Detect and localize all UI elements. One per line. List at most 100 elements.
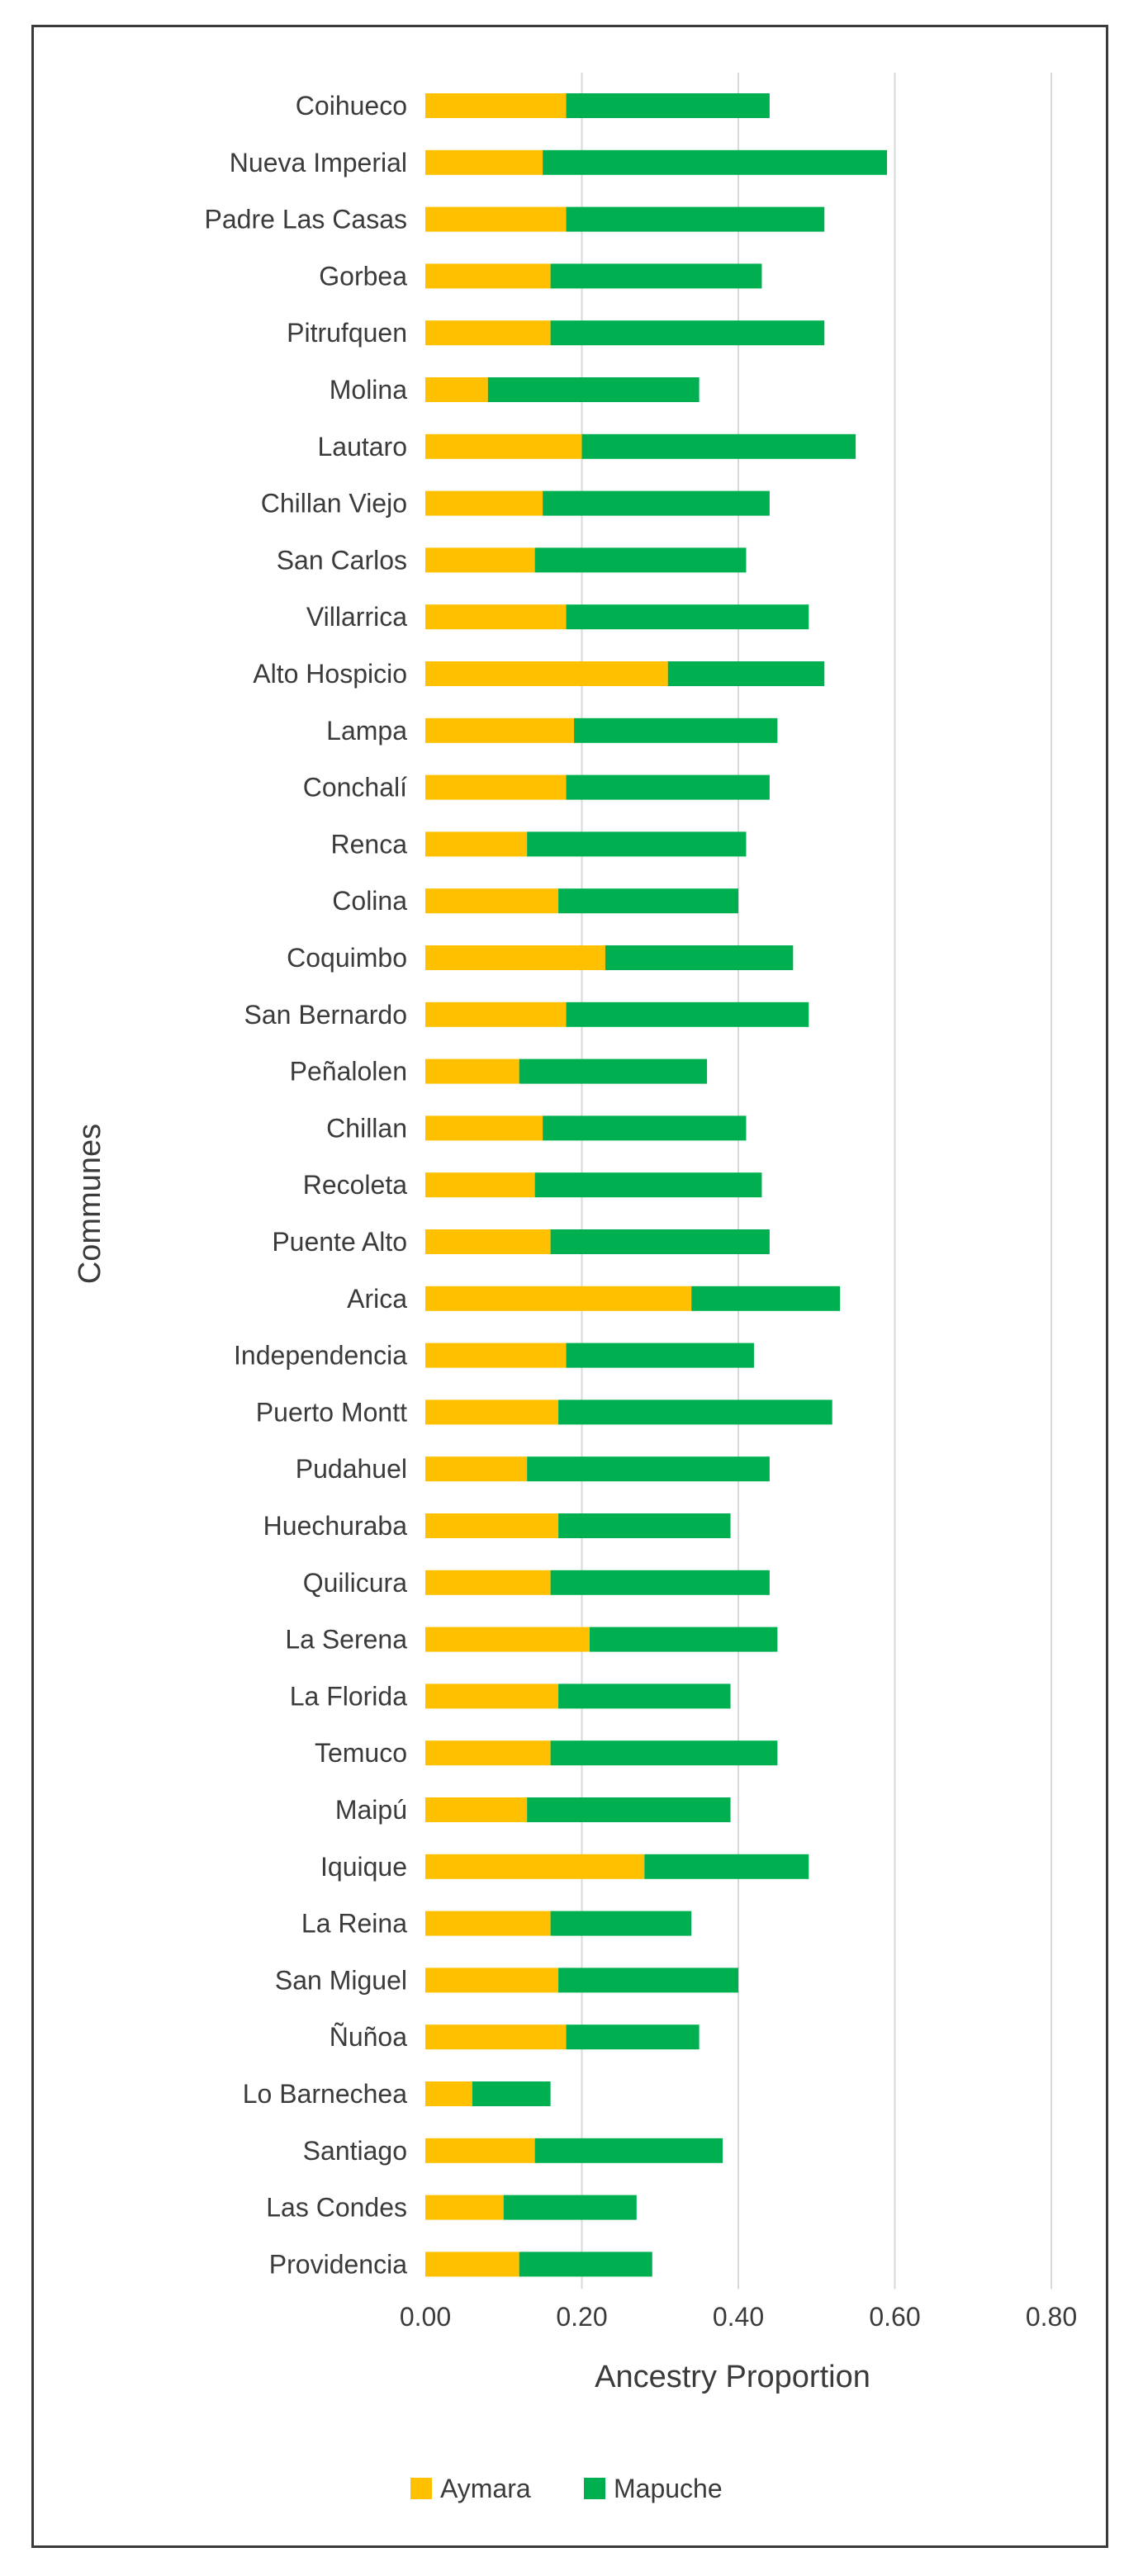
- x-tick-label: 0.40: [713, 2302, 764, 2332]
- bar-aymara: [425, 774, 567, 800]
- category-label: San Carlos: [277, 545, 407, 575]
- bar-aymara: [425, 547, 535, 573]
- x-tick-labels: 0.00 0.20 0.40 0.60 0.80: [400, 2302, 1077, 2332]
- bar-mapuche: [534, 1172, 762, 1198]
- legend-label-mapuche: Mapuche: [614, 2474, 723, 2503]
- category-label: Peñalolen: [290, 1057, 407, 1087]
- bar-aymara: [425, 831, 528, 857]
- bar-aymara: [425, 1399, 559, 1425]
- category-label: Lautaro: [317, 432, 407, 462]
- category-label: Quilicura: [303, 1568, 407, 1598]
- category-label: Chillan: [326, 1113, 407, 1143]
- category-label: Providencia: [269, 2249, 407, 2279]
- bar-mapuche: [550, 1911, 692, 1936]
- category-label: La Reina: [301, 1909, 407, 1939]
- bar-mapuche: [691, 1286, 841, 1311]
- bar-aymara: [425, 490, 543, 516]
- bar-aymara: [425, 93, 567, 118]
- bar-mapuche: [543, 149, 888, 175]
- category-label: Ñuñoa: [330, 2022, 408, 2052]
- category-label: La Florida: [290, 1681, 408, 1711]
- bar-aymara: [425, 433, 582, 459]
- category-label: Colina: [332, 886, 407, 916]
- bar-aymara: [425, 206, 567, 232]
- category-label: Molina: [330, 375, 407, 405]
- y-axis-title: Communes: [73, 1124, 107, 1284]
- category-label: Puente Alto: [272, 1227, 407, 1257]
- category-label: Coquimbo: [287, 943, 407, 973]
- category-label: Santiago: [303, 2136, 407, 2166]
- bar-mapuche: [566, 1342, 754, 1368]
- bar-mapuche: [472, 2081, 551, 2106]
- bar-mapuche: [566, 774, 770, 800]
- category-label: Lo Barnechea: [243, 2079, 407, 2109]
- category-label: Pitrufquen: [287, 318, 407, 348]
- bar-aymara: [425, 661, 668, 686]
- stacked-bar-chart: Coihueco Nueva Imperial Padre Las Casas Gor…: [73, 73, 1077, 2503]
- bar-aymara: [425, 1854, 645, 1879]
- bar-aymara: [425, 1456, 528, 1482]
- category-label: Villarrica: [306, 602, 407, 632]
- bar-aymara: [425, 1683, 559, 1709]
- chart-frame: Coihueco Nueva Imperial Padre Las Casas Gor…: [31, 25, 1108, 2548]
- legend-label-aymara: Aymara: [440, 2474, 531, 2503]
- bar-aymara: [425, 1513, 559, 1538]
- category-label: Nueva Imperial: [230, 148, 407, 178]
- bar-mapuche: [566, 206, 825, 232]
- category-label: Alto Hospicio: [253, 659, 407, 689]
- x-axis-title: Ancestry Proportion: [595, 2360, 870, 2394]
- category-label: Padre Las Casas: [205, 205, 407, 234]
- bar-mapuche: [589, 1627, 778, 1652]
- category-label: Puerto Montt: [256, 1397, 407, 1427]
- bar-mapuche: [566, 2024, 700, 2050]
- bar-mapuche: [558, 1399, 832, 1425]
- bar-mapuche: [558, 1513, 731, 1538]
- category-label: Iquique: [320, 1852, 407, 1882]
- bar-mapuche: [558, 1968, 738, 1993]
- bar-aymara: [425, 2195, 504, 2220]
- bar-mapuche: [519, 1058, 708, 1084]
- category-label: Recoleta: [303, 1170, 408, 1200]
- bar-aymara: [425, 1286, 692, 1311]
- bar-mapuche: [558, 1683, 731, 1709]
- bar-mapuche: [644, 1854, 809, 1879]
- bar-mapuche: [550, 1570, 770, 1595]
- bar-mapuche: [503, 2195, 637, 2220]
- bar-mapuche: [574, 717, 778, 743]
- category-label: Gorbea: [319, 261, 407, 291]
- bar-aymara: [425, 2081, 472, 2106]
- bars: [425, 93, 888, 2277]
- bar-mapuche: [534, 2138, 723, 2163]
- legend: Aymara Mapuche: [410, 2474, 723, 2503]
- bar-mapuche: [667, 661, 825, 686]
- bar-aymara: [425, 377, 488, 402]
- category-label: La Serena: [285, 1625, 407, 1655]
- bar-aymara: [425, 2024, 567, 2050]
- bar-aymara: [425, 2138, 535, 2163]
- bar-mapuche: [543, 1115, 747, 1141]
- category-label: Renca: [331, 829, 408, 859]
- category-label: Las Condes: [266, 2193, 407, 2223]
- bar-mapuche: [550, 1229, 770, 1254]
- category-label: Coihueco: [296, 91, 407, 121]
- bar-mapuche: [519, 2252, 652, 2277]
- bar-aymara: [425, 945, 605, 970]
- legend-swatch-aymara: [410, 2478, 432, 2499]
- category-label: Pudahuel: [296, 1454, 407, 1484]
- bar-mapuche: [558, 888, 738, 914]
- bar-mapuche: [550, 320, 825, 346]
- bar-mapuche: [527, 831, 747, 857]
- bar-aymara: [425, 888, 559, 914]
- category-label: Temuco: [315, 1738, 407, 1768]
- bar-mapuche: [487, 377, 700, 402]
- category-labels: Coihueco Nueva Imperial Padre Las Casas Gor…: [205, 91, 408, 2279]
- category-label: San Miguel: [275, 1965, 407, 1995]
- bar-aymara: [425, 1058, 519, 1084]
- bar-aymara: [425, 1627, 590, 1652]
- category-label: Conchalí: [303, 773, 407, 803]
- bar-mapuche: [566, 93, 770, 118]
- bar-aymara: [425, 1115, 543, 1141]
- legend-swatch-mapuche: [584, 2478, 605, 2499]
- bar-mapuche: [605, 945, 794, 970]
- x-tick-label: 0.00: [400, 2302, 451, 2332]
